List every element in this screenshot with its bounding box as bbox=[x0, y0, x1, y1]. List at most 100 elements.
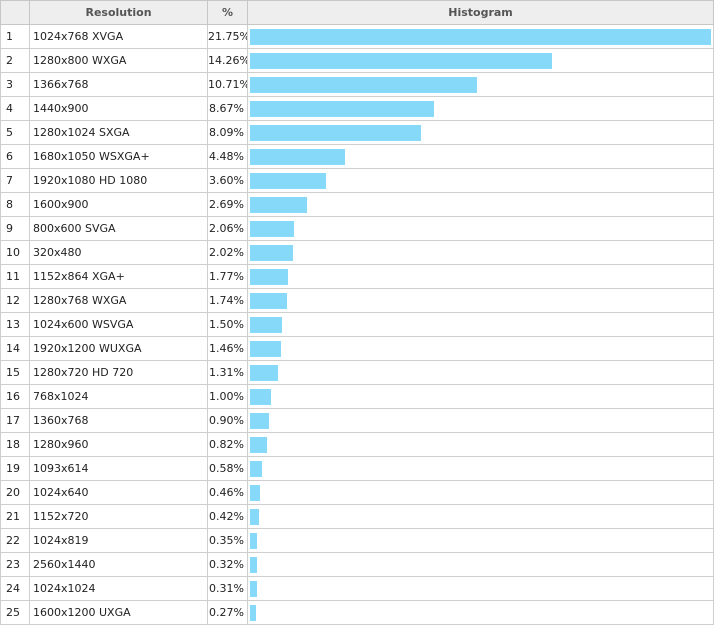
histogram-bar bbox=[250, 100, 434, 117]
table-row: 6 1680x1050 WSXGA+ 4.48% bbox=[0, 144, 714, 169]
header-histogram[interactable]: Histogram bbox=[247, 0, 714, 25]
percent-cell: 1.31% bbox=[207, 360, 248, 385]
histogram-cell bbox=[247, 432, 714, 457]
percent-cell: 2.02% bbox=[207, 240, 248, 265]
percent-cell: 1.77% bbox=[207, 264, 248, 289]
percent-cell: 0.35% bbox=[207, 528, 248, 553]
rank-cell: 5 bbox=[0, 120, 30, 145]
rank-cell: 24 bbox=[0, 576, 30, 601]
header-resolution[interactable]: Resolution bbox=[29, 0, 208, 25]
histogram-bar bbox=[250, 460, 263, 477]
histogram-cell bbox=[247, 552, 714, 577]
histogram-bar bbox=[250, 340, 281, 357]
resolution-cell: 1024x1024 bbox=[29, 576, 208, 601]
histogram-bar bbox=[250, 580, 257, 597]
histogram-cell bbox=[247, 528, 714, 553]
histogram-bar bbox=[250, 532, 258, 549]
rank-cell: 15 bbox=[0, 360, 30, 385]
histogram-bar bbox=[250, 484, 260, 501]
percent-cell: 14.26% bbox=[207, 48, 248, 73]
percent-cell: 21.75% bbox=[207, 24, 248, 49]
histogram-cell bbox=[247, 480, 714, 505]
percent-cell: 8.67% bbox=[207, 96, 248, 121]
percent-cell: 0.27% bbox=[207, 600, 248, 625]
histogram-cell bbox=[247, 72, 714, 97]
histogram-cell bbox=[247, 144, 714, 169]
percent-cell: 0.46% bbox=[207, 480, 248, 505]
resolution-cell: 1360x768 bbox=[29, 408, 208, 433]
resolution-cell: 768x1024 bbox=[29, 384, 208, 409]
percent-cell: 3.60% bbox=[207, 168, 248, 193]
rank-cell: 12 bbox=[0, 288, 30, 313]
rank-cell: 4 bbox=[0, 96, 30, 121]
table-row: 15 1280x720 HD 720 1.31% bbox=[0, 360, 714, 385]
table-row: 25 1600x1200 UXGA 0.27% bbox=[0, 600, 714, 625]
rank-cell: 25 bbox=[0, 600, 30, 625]
histogram-bar bbox=[250, 556, 257, 573]
rank-cell: 16 bbox=[0, 384, 30, 409]
table-row: 14 1920x1200 WUXGA 1.46% bbox=[0, 336, 714, 361]
table-row: 22 1024x819 0.35% bbox=[0, 528, 714, 553]
resolution-cell: 1920x1200 WUXGA bbox=[29, 336, 208, 361]
header-rank[interactable] bbox=[0, 0, 30, 25]
resolution-cell: 320x480 bbox=[29, 240, 208, 265]
histogram-cell bbox=[247, 240, 714, 265]
percent-cell: 0.32% bbox=[207, 552, 248, 577]
resolution-cell: 1680x1050 WSXGA+ bbox=[29, 144, 208, 169]
table-body: 1 1024x768 XVGA 21.75% 2 1280x800 WXGA 14.26%… bbox=[0, 24, 714, 625]
histogram-bar bbox=[250, 124, 422, 141]
rank-cell: 18 bbox=[0, 432, 30, 457]
header-percent[interactable]: % bbox=[207, 0, 248, 25]
histogram-bar bbox=[250, 76, 477, 93]
histogram-bar bbox=[250, 436, 268, 453]
resolution-cell: 1366x768 bbox=[29, 72, 208, 97]
percent-cell: 2.06% bbox=[207, 216, 248, 241]
table-row: 9 800x600 SVGA 2.06% bbox=[0, 216, 714, 241]
percent-cell: 0.42% bbox=[207, 504, 248, 529]
table-row: 2 1280x800 WXGA 14.26% bbox=[0, 48, 714, 73]
histogram-cell bbox=[247, 408, 714, 433]
table-row: 10 320x480 2.02% bbox=[0, 240, 714, 265]
resolution-cell: 1440x900 bbox=[29, 96, 208, 121]
histogram-cell bbox=[247, 192, 714, 217]
rank-cell: 21 bbox=[0, 504, 30, 529]
table-row: 16 768x1024 1.00% bbox=[0, 384, 714, 409]
percent-cell: 1.74% bbox=[207, 288, 248, 313]
histogram-bar bbox=[250, 28, 711, 45]
percent-cell: 10.71% bbox=[207, 72, 248, 97]
resolution-cell: 2560x1440 bbox=[29, 552, 208, 577]
percent-cell: 1.46% bbox=[207, 336, 248, 361]
table-row: 17 1360x768 0.90% bbox=[0, 408, 714, 433]
resolution-cell: 1280x768 WXGA bbox=[29, 288, 208, 313]
resolution-cell: 1280x800 WXGA bbox=[29, 48, 208, 73]
rank-cell: 22 bbox=[0, 528, 30, 553]
table-row: 3 1366x768 10.71% bbox=[0, 72, 714, 97]
histogram-bar bbox=[250, 388, 272, 405]
resolution-cell: 1280x960 bbox=[29, 432, 208, 457]
rank-cell: 10 bbox=[0, 240, 30, 265]
histogram-bar bbox=[250, 364, 278, 381]
histogram-bar bbox=[250, 604, 256, 621]
histogram-cell bbox=[247, 216, 714, 241]
rank-cell: 9 bbox=[0, 216, 30, 241]
rank-cell: 3 bbox=[0, 72, 30, 97]
table-row: 23 2560x1440 0.32% bbox=[0, 552, 714, 577]
histogram-bar bbox=[250, 148, 345, 165]
percent-cell: 8.09% bbox=[207, 120, 248, 145]
resolution-cell: 1280x720 HD 720 bbox=[29, 360, 208, 385]
histogram-cell bbox=[247, 48, 714, 73]
rank-cell: 13 bbox=[0, 312, 30, 337]
histogram-cell bbox=[247, 576, 714, 601]
histogram-cell bbox=[247, 360, 714, 385]
table-row: 8 1600x900 2.69% bbox=[0, 192, 714, 217]
percent-cell: 0.31% bbox=[207, 576, 248, 601]
percent-cell: 0.90% bbox=[207, 408, 248, 433]
histogram-cell bbox=[247, 336, 714, 361]
table-row: 24 1024x1024 0.31% bbox=[0, 576, 714, 601]
histogram-bar bbox=[250, 172, 327, 189]
histogram-bar bbox=[250, 268, 288, 285]
rank-cell: 7 bbox=[0, 168, 30, 193]
rank-cell: 8 bbox=[0, 192, 30, 217]
histogram-bar bbox=[250, 244, 293, 261]
